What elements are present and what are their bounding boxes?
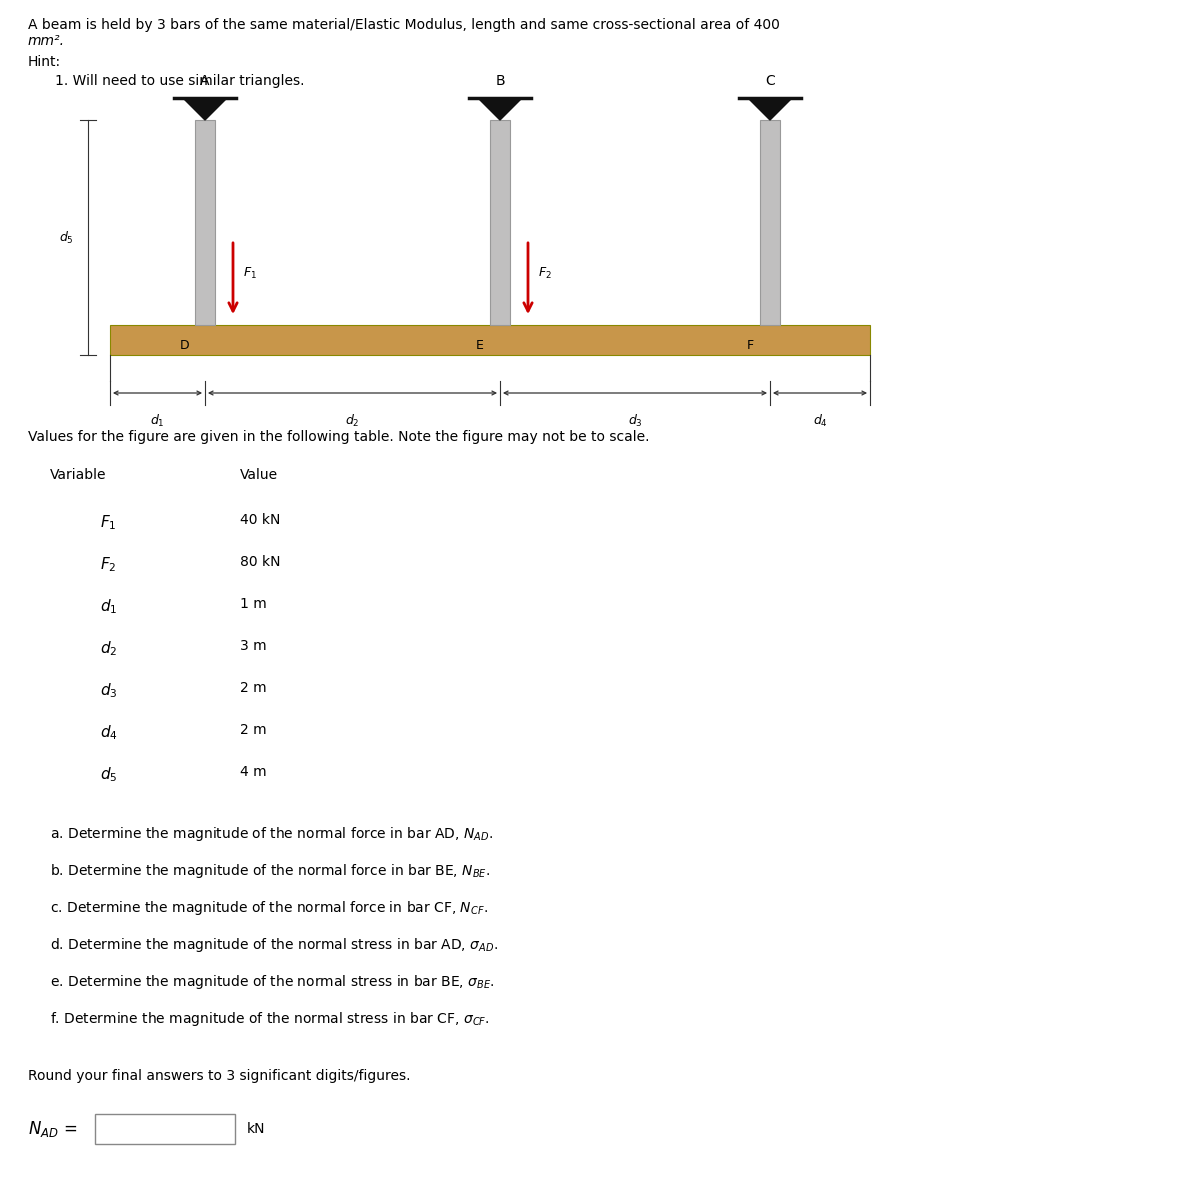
Text: $d_2$: $d_2$ <box>100 640 118 657</box>
Text: 40 kN: 40 kN <box>240 513 281 527</box>
Text: B: B <box>496 74 505 88</box>
Text: $N_{AD}$ =: $N_{AD}$ = <box>28 1119 77 1139</box>
Text: $d_3$: $d_3$ <box>100 681 118 700</box>
Text: E: E <box>476 339 484 352</box>
Text: D: D <box>179 339 190 352</box>
Text: d. Determine the magnitude of the normal stress in bar AD, $\sigma_{AD}$.: d. Determine the magnitude of the normal… <box>50 936 498 953</box>
Text: b. Determine the magnitude of the normal force in bar BE, $N_{BE}$.: b. Determine the magnitude of the normal… <box>50 863 491 880</box>
Text: 4 m: 4 m <box>240 765 266 779</box>
Bar <box>490 120 510 324</box>
Polygon shape <box>478 98 522 120</box>
Polygon shape <box>184 98 227 120</box>
Text: 1. Will need to use similar triangles.: 1. Will need to use similar triangles. <box>55 74 305 88</box>
Text: $d_5$: $d_5$ <box>59 229 74 245</box>
Text: $d_5$: $d_5$ <box>100 765 118 784</box>
Text: Round your final answers to 3 significant digits/figures.: Round your final answers to 3 significan… <box>28 1069 410 1083</box>
Text: $d_1$: $d_1$ <box>100 597 118 616</box>
Text: Values for the figure are given in the following table. Note the figure may not : Values for the figure are given in the f… <box>28 430 649 444</box>
Bar <box>95 1114 235 1143</box>
Bar <box>196 120 215 324</box>
Text: $d_1$: $d_1$ <box>150 413 164 430</box>
Text: $d_3$: $d_3$ <box>628 413 642 430</box>
Polygon shape <box>748 98 792 120</box>
Text: $F_2$: $F_2$ <box>538 266 552 281</box>
Text: Hint:: Hint: <box>28 55 61 68</box>
Text: A beam is held by 3 bars of the same material/Elastic Modulus, length and same c: A beam is held by 3 bars of the same mat… <box>28 18 780 32</box>
Bar <box>760 120 780 324</box>
Text: C: C <box>766 74 775 88</box>
Text: kN: kN <box>247 1122 265 1136</box>
Text: $F_1$: $F_1$ <box>244 266 257 281</box>
Text: $d_4$: $d_4$ <box>812 413 828 430</box>
Text: 3 m: 3 m <box>240 640 266 653</box>
Text: f. Determine the magnitude of the normal stress in bar CF, $\sigma_{CF}$.: f. Determine the magnitude of the normal… <box>50 1010 490 1028</box>
Text: $F_2$: $F_2$ <box>100 555 116 573</box>
Text: A: A <box>200 74 210 88</box>
Text: 2 m: 2 m <box>240 723 266 738</box>
Text: $d_4$: $d_4$ <box>100 723 118 742</box>
Text: e. Determine the magnitude of the normal stress in bar BE, $\sigma_{BE}$.: e. Determine the magnitude of the normal… <box>50 974 494 991</box>
Text: F: F <box>746 339 754 352</box>
Text: Value: Value <box>240 468 278 481</box>
Text: $F_1$: $F_1$ <box>100 513 116 532</box>
Bar <box>110 324 870 355</box>
Text: 80 kN: 80 kN <box>240 555 281 569</box>
Text: Variable: Variable <box>50 468 107 481</box>
Text: 2 m: 2 m <box>240 681 266 695</box>
Text: 1 m: 1 m <box>240 597 266 611</box>
Text: c. Determine the magnitude of the normal force in bar CF, $N_{CF}$.: c. Determine the magnitude of the normal… <box>50 899 488 917</box>
Text: $d_2$: $d_2$ <box>346 413 360 430</box>
Text: a. Determine the magnitude of the normal force in bar AD, $N_{AD}$.: a. Determine the magnitude of the normal… <box>50 825 493 843</box>
Text: mm².: mm². <box>28 34 65 48</box>
